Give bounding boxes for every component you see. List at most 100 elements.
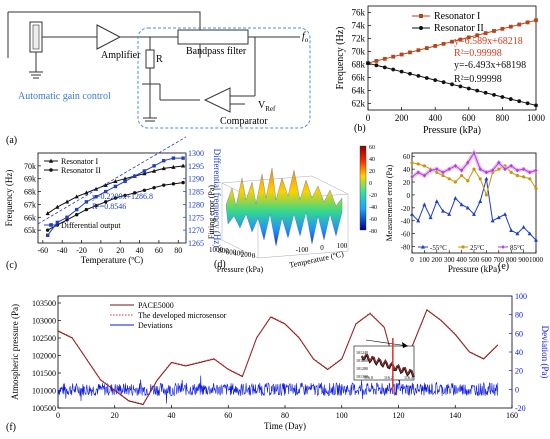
y2-tick-label: 1290 [188, 175, 204, 184]
x-tick-label: 100 [336, 411, 348, 420]
colorbar-tick-label: -20 [369, 193, 377, 199]
agc-label: Automatic gain control [18, 91, 111, 102]
data-point [399, 69, 404, 74]
data-point [391, 54, 396, 59]
x-tick-label: 0 [99, 246, 103, 255]
data-point [65, 215, 69, 219]
data-point [416, 162, 420, 166]
y-tick-label: 0 [407, 192, 411, 200]
bandpass-filter-label: Bandpass filter [186, 46, 247, 57]
data-point [416, 73, 421, 78]
x-tick-label: 60 [224, 411, 232, 420]
data-point [74, 207, 79, 212]
panel-e-chart: 0 100 200 300 400 500 600 700 800 900 1000-80-60-4… [385, 148, 544, 274]
panel-d-label: (d) [214, 259, 226, 270]
x-tick-label: 200 [432, 256, 443, 264]
inset-x-tick-label: 116.0 [364, 375, 373, 380]
data-point [408, 71, 412, 76]
y2-tick-label: 1280 [188, 200, 204, 209]
y-tick-label: -60 [401, 231, 411, 239]
x-tick-label: 40 [136, 246, 144, 255]
legend-label: The developed microsensor [138, 311, 227, 320]
colorbar-tick-label: 40 [369, 157, 375, 163]
data-point [45, 228, 50, 232]
z-tick-label: 0 [320, 244, 324, 252]
data-point [435, 167, 439, 172]
data-point [416, 48, 421, 53]
fit-annotation: y=0.2209x+1286.8 [92, 192, 153, 201]
x-tick-label: 0 [366, 113, 371, 123]
data-point [171, 182, 176, 186]
y-tick-label: 65k [24, 226, 36, 235]
data-point [55, 204, 60, 209]
data-point [133, 191, 137, 195]
data-point [453, 180, 457, 184]
data-point [64, 199, 70, 204]
microsensor-series [57, 308, 499, 405]
x-tick-label: 20 [116, 246, 124, 255]
x-tick-label: 1000 [527, 113, 546, 123]
data-point [522, 167, 526, 172]
data-point [534, 168, 538, 173]
data-point [441, 208, 445, 213]
y-tick-label: 64k [352, 86, 366, 96]
data-point [55, 220, 60, 225]
data-point [484, 170, 488, 175]
data-point [491, 168, 495, 173]
panel-f-chart: 0 20 40 60 80 100 120 140 160 100500 101000 101500 1… [10, 292, 550, 431]
data-point [123, 193, 127, 198]
z-tick-label: 100 [337, 242, 348, 250]
y-tick-label: 20 [403, 179, 411, 187]
data-point [382, 56, 387, 61]
data-point [433, 44, 438, 48]
y-tick-label: 103500 [32, 299, 56, 308]
y-tick-label: 66k [352, 73, 366, 83]
y-tick-label: 101500 [32, 369, 56, 378]
data-point [515, 231, 520, 236]
y2-axis-title: Deviation (Pa) [540, 326, 550, 379]
fit-annotation: R²=0.99998 [454, 74, 502, 85]
data-point [534, 237, 538, 242]
data-point [94, 195, 98, 199]
data-point [441, 80, 446, 85]
data-point [441, 41, 446, 46]
inset-y-tick-label: 101300 [356, 374, 368, 379]
y-tick-label: 68k [24, 188, 36, 197]
y-axis-title: Frequency (Hz) [4, 170, 14, 227]
data-point [45, 211, 50, 216]
data-point [508, 24, 513, 29]
inset-frame [353, 345, 415, 381]
data-point [528, 177, 532, 181]
data-point [123, 179, 127, 183]
x-tick-label: -20 [76, 246, 87, 255]
data-point [515, 168, 519, 173]
data-point [465, 205, 470, 210]
data-point [521, 224, 526, 229]
data-point [151, 168, 157, 173]
data-point [142, 169, 147, 173]
y-axis-title: Frequency (Hz) [335, 26, 346, 89]
x-axis-title: Time (Day) [264, 421, 306, 431]
data-point [122, 176, 128, 181]
data-point [450, 39, 454, 44]
data-point [447, 167, 451, 172]
panel-c-label: (c) [6, 260, 17, 271]
y2-tick-label: 80 [515, 311, 523, 320]
data-point [458, 84, 463, 89]
comparator-label: Comparator [220, 116, 268, 127]
x-axis-title: Pressure (kPa) [423, 125, 481, 136]
data-point [534, 18, 538, 23]
data-point [492, 29, 496, 33]
fit-annotation: y=-6.493x+68198 [454, 60, 526, 71]
x-axis-title: Pressure (kPa) [217, 265, 264, 274]
y-tick-label: 100500 [32, 404, 56, 413]
x-tick-label: 200 [395, 113, 409, 123]
legend-marker [419, 14, 423, 18]
x-tick-label: 0 [252, 252, 256, 260]
legend-label: 25°C [470, 244, 485, 252]
output-label-sub: o [305, 36, 309, 44]
legend-label: Resonator I [61, 157, 98, 166]
legend-label: Deviations [138, 321, 173, 330]
legend-marker [421, 244, 425, 249]
x-tick-label: 20 [111, 411, 119, 420]
